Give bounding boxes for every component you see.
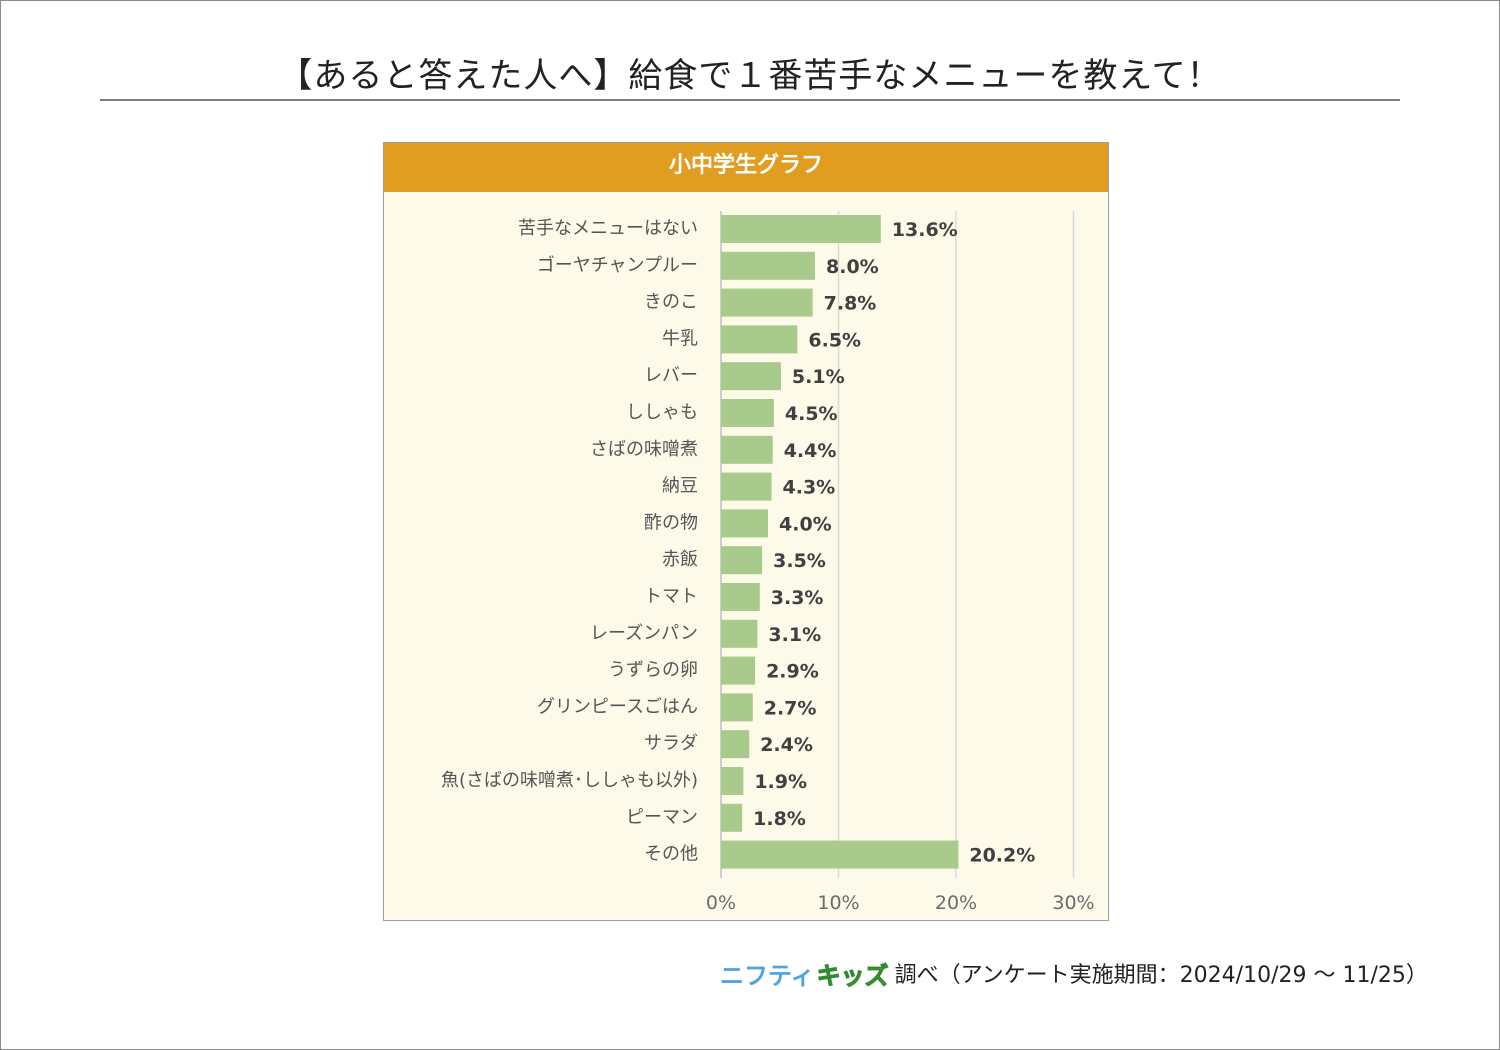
- chart-panel: 小中学生グラフ 0% 10% 20% 30% 苦手なメニューはない 13.6% ゴーヤチャン…: [383, 142, 1109, 921]
- data-label: 4.0%: [779, 513, 832, 535]
- bar: [721, 362, 781, 391]
- data-label: 8.0%: [826, 256, 879, 278]
- category-label: その他: [644, 844, 698, 865]
- data-label: 13.6%: [892, 219, 958, 241]
- data-label: 3.5%: [773, 550, 826, 572]
- category-label: 酢の物: [644, 512, 698, 533]
- data-label: 5.1%: [792, 366, 845, 388]
- survey-source-note: 調べ（アンケート実施期間：2024/10/29 ～ 11/25）: [894, 963, 1428, 988]
- logo-text-part1: ニフティ: [720, 961, 815, 990]
- category-label: サラダ: [644, 733, 698, 754]
- category-label: ピーマン: [626, 807, 698, 828]
- bar: [721, 325, 798, 354]
- x-tick-label: 20%: [935, 892, 977, 914]
- bar: [721, 399, 774, 427]
- category-label: ゴーヤチャンプルー: [537, 255, 698, 276]
- bar: [721, 509, 768, 538]
- bar: [721, 435, 773, 464]
- x-tick-label: 10%: [817, 892, 859, 914]
- bar: [721, 472, 772, 501]
- category-label: トマト: [644, 586, 698, 607]
- bar: [721, 767, 744, 795]
- footer: ニフティ キッズ 調べ（アンケート実施期間：2024/10/29 ～ 11/25…: [720, 956, 1428, 990]
- category-label: レーズンパン: [590, 623, 698, 644]
- bar: [721, 840, 959, 869]
- data-label: 1.9%: [754, 771, 807, 793]
- category-label: 赤飯: [662, 549, 698, 570]
- data-label: 4.4%: [784, 440, 837, 462]
- bar: [721, 803, 743, 832]
- data-label: 2.7%: [764, 697, 817, 719]
- bar: [721, 288, 813, 317]
- x-tick-label: 0%: [706, 892, 736, 914]
- data-label: 1.8%: [753, 808, 806, 830]
- data-label: 7.8%: [824, 293, 877, 315]
- category-label: レバー: [644, 365, 698, 386]
- bar: [721, 215, 881, 243]
- logo-text-part2: キッズ: [816, 961, 889, 990]
- data-label: 3.3%: [771, 587, 824, 609]
- category-label: ししゃも: [626, 402, 698, 423]
- category-label: 魚(さばの味噌煮･ししゃも以外): [441, 770, 698, 791]
- category-label: さばの味噌煮: [590, 439, 698, 460]
- data-label: 6.5%: [808, 329, 861, 351]
- category-label: うずらの卵: [608, 660, 698, 681]
- chart-panel-title: 小中学生グラフ: [384, 143, 1108, 192]
- bar: [721, 619, 758, 648]
- category-label: 牛乳: [662, 328, 698, 349]
- data-label: 4.3%: [783, 477, 836, 499]
- bar: [721, 583, 760, 611]
- category-label: 納豆: [662, 476, 698, 497]
- page-title: 【あると答えた人へ】給食で１番苦手なメニューを教えて！: [278, 56, 1222, 96]
- title-divider: [100, 99, 1400, 101]
- category-label: 苦手なメニューはない: [518, 218, 698, 239]
- x-tick-label: 30%: [1052, 892, 1094, 914]
- data-label: 4.5%: [785, 403, 838, 425]
- data-label: 20.2%: [969, 845, 1035, 867]
- bar: [721, 730, 750, 759]
- bar-chart: 0% 10% 20% 30% 苦手なメニューはない 13.6% ゴーヤチャンプルー 8.0% き…: [441, 211, 1095, 914]
- nifty-kids-logo: ニフティ キッズ: [720, 956, 889, 991]
- bar: [721, 251, 815, 280]
- data-label: 3.1%: [768, 624, 821, 646]
- category-label: きのこ: [644, 292, 698, 313]
- bar: [721, 656, 756, 685]
- category-label: グリンピースごはん: [537, 696, 698, 717]
- bar: [721, 693, 753, 722]
- bar: [721, 546, 763, 575]
- data-label: 2.4%: [760, 734, 813, 756]
- data-label: 2.9%: [766, 661, 819, 683]
